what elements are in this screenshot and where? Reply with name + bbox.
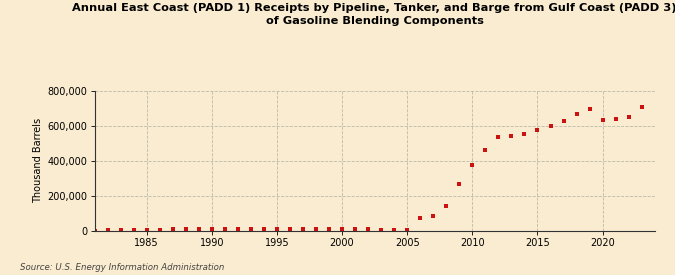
Text: Source: U.S. Energy Information Administration: Source: U.S. Energy Information Administ…: [20, 263, 225, 272]
Text: Annual East Coast (PADD 1) Receipts by Pipeline, Tanker, and Barge from Gulf Coa: Annual East Coast (PADD 1) Receipts by P…: [72, 3, 675, 26]
Y-axis label: Thousand Barrels: Thousand Barrels: [33, 118, 43, 204]
